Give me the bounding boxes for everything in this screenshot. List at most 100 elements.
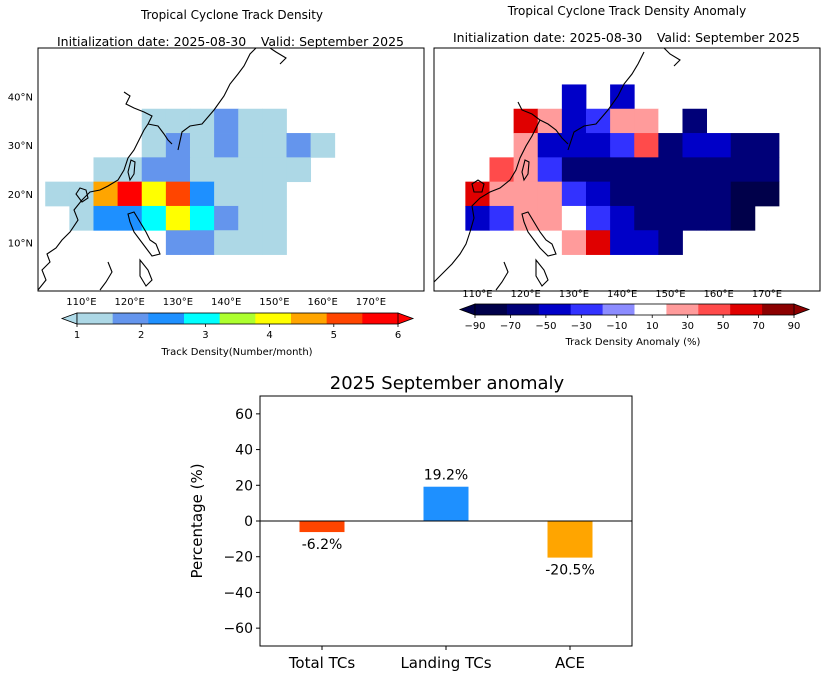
anomaly-cell [537,181,563,207]
anomaly-cell [706,133,732,158]
anomaly-cell [658,181,683,207]
density-cell [214,205,239,231]
colorbar-tick-label: 2 [138,330,144,341]
anomaly-cell [682,108,708,134]
x-tick-label: Total TCs [288,654,356,672]
density-map-title: Tropical Cyclone Track Density [140,8,323,22]
lat-tick-label: 30°N [8,141,33,152]
lon-tick-label: 160°E [307,297,337,308]
anomaly-cell [754,181,780,207]
lat-tick-label: 20°N [8,190,33,201]
lon-tick-label: 150°E [259,297,289,308]
bar-ace [547,521,593,558]
density-cell [214,157,239,183]
anomaly-cell [561,133,587,158]
colorbar-segment [291,313,328,324]
anomaly-cell [706,205,732,231]
colorbar-segment [219,313,256,324]
density-colorbar: 1 2 3 4 5 6 [60,312,415,341]
colorbar-tick-label: −90 [464,321,485,332]
density-cell [310,133,336,158]
colorbar-tick-label: 1 [74,330,80,341]
density-cell [189,108,215,134]
anomaly-cell [682,133,708,158]
anomaly-map-valid-date: Valid: September 2025 [657,30,800,45]
density-cell [165,205,191,231]
colorbar-tick-label: −70 [500,321,521,332]
anomaly-cell [489,181,515,207]
anomaly-cell [561,108,587,134]
bar-series: -6.2% 19.2% -20.5% [260,468,632,579]
bar-chart-title: 2025 September anomaly [330,373,565,394]
colorbar-extend-low [60,312,78,325]
anomaly-cell [658,230,683,255]
anomaly-cell [561,157,587,183]
anomaly-cell [682,181,708,207]
anomaly-cell [585,181,611,207]
colorbar-tick-label: −10 [606,321,627,332]
density-map-init-date: Initialization date: 2025-08-30 [57,34,246,49]
anomaly-grid-cells [465,84,780,255]
colorbar-tick-label: 30 [681,321,694,332]
density-cell [141,205,167,231]
anomaly-cell [513,157,539,183]
density-cell [93,205,119,231]
density-cell [141,133,167,158]
anomaly-map-frame [433,47,821,292]
anomaly-map-title: Tropical Cyclone Track Density Anomaly [507,4,746,18]
density-lon-labels: 110°E 120°E 130°E 140°E 150°E 160°E 170°E [66,297,386,308]
x-tick-label: ACE [555,654,585,672]
anomaly-cell [658,157,683,183]
density-cell [262,230,287,255]
density-cell [214,181,239,207]
anomaly-cell [561,84,587,110]
anomaly-cell [561,230,587,255]
density-cell [214,230,239,255]
bar-chart-ylabel: Percentage (%) [188,463,206,578]
colorbar-tick-label: 10 [646,321,659,332]
density-cell [45,181,70,207]
density-map-panel: Tropical Cyclone Track Density Initializ… [8,8,425,358]
anomaly-cell [610,84,635,110]
bar-landing-tcs [423,486,469,521]
anomaly-cell [634,133,659,158]
anomaly-cell [585,133,611,158]
colorbar-tick-label: −50 [535,321,556,332]
bar-value-label: -6.2% [302,537,343,553]
density-cell [238,230,263,255]
anomaly-cell [634,230,659,255]
colorbar-tick-label: 50 [717,321,730,332]
density-cell [117,205,143,231]
density-cell [141,157,167,183]
y-tick-label: 40 [235,443,253,459]
anomaly-cell [706,157,732,183]
lon-tick-label: 120°E [114,297,144,308]
colorbar-segment [184,313,221,324]
density-cell [141,181,167,207]
lon-tick-label: 150°E [655,289,685,300]
colorbar-segment [698,304,731,315]
colorbar-extend-high [793,303,811,316]
anomaly-cell [513,108,539,134]
colorbar-segment [730,304,763,315]
density-map-valid-date: Valid: September 2025 [261,34,404,49]
density-cell [189,181,215,207]
density-cell [286,133,312,158]
density-cell [165,157,191,183]
density-cell [262,157,287,183]
lon-tick-label: 170°E [752,289,782,300]
density-cell [214,108,239,134]
anomaly-cell [730,157,756,183]
colorbar-segment [112,313,149,324]
anomaly-cell [634,108,659,134]
colorbar-segment [506,304,540,315]
anomaly-cell [537,157,563,183]
anomaly-cell [754,133,780,158]
lon-tick-label: 130°E [163,297,193,308]
y-tick-label: −20 [223,550,253,566]
density-cell [286,157,312,183]
density-colorbar-label: Track Density(Number/month) [160,347,312,358]
anomaly-cell [610,230,635,255]
lon-tick-label: 120°E [510,289,540,300]
colorbar-segment [326,313,363,324]
